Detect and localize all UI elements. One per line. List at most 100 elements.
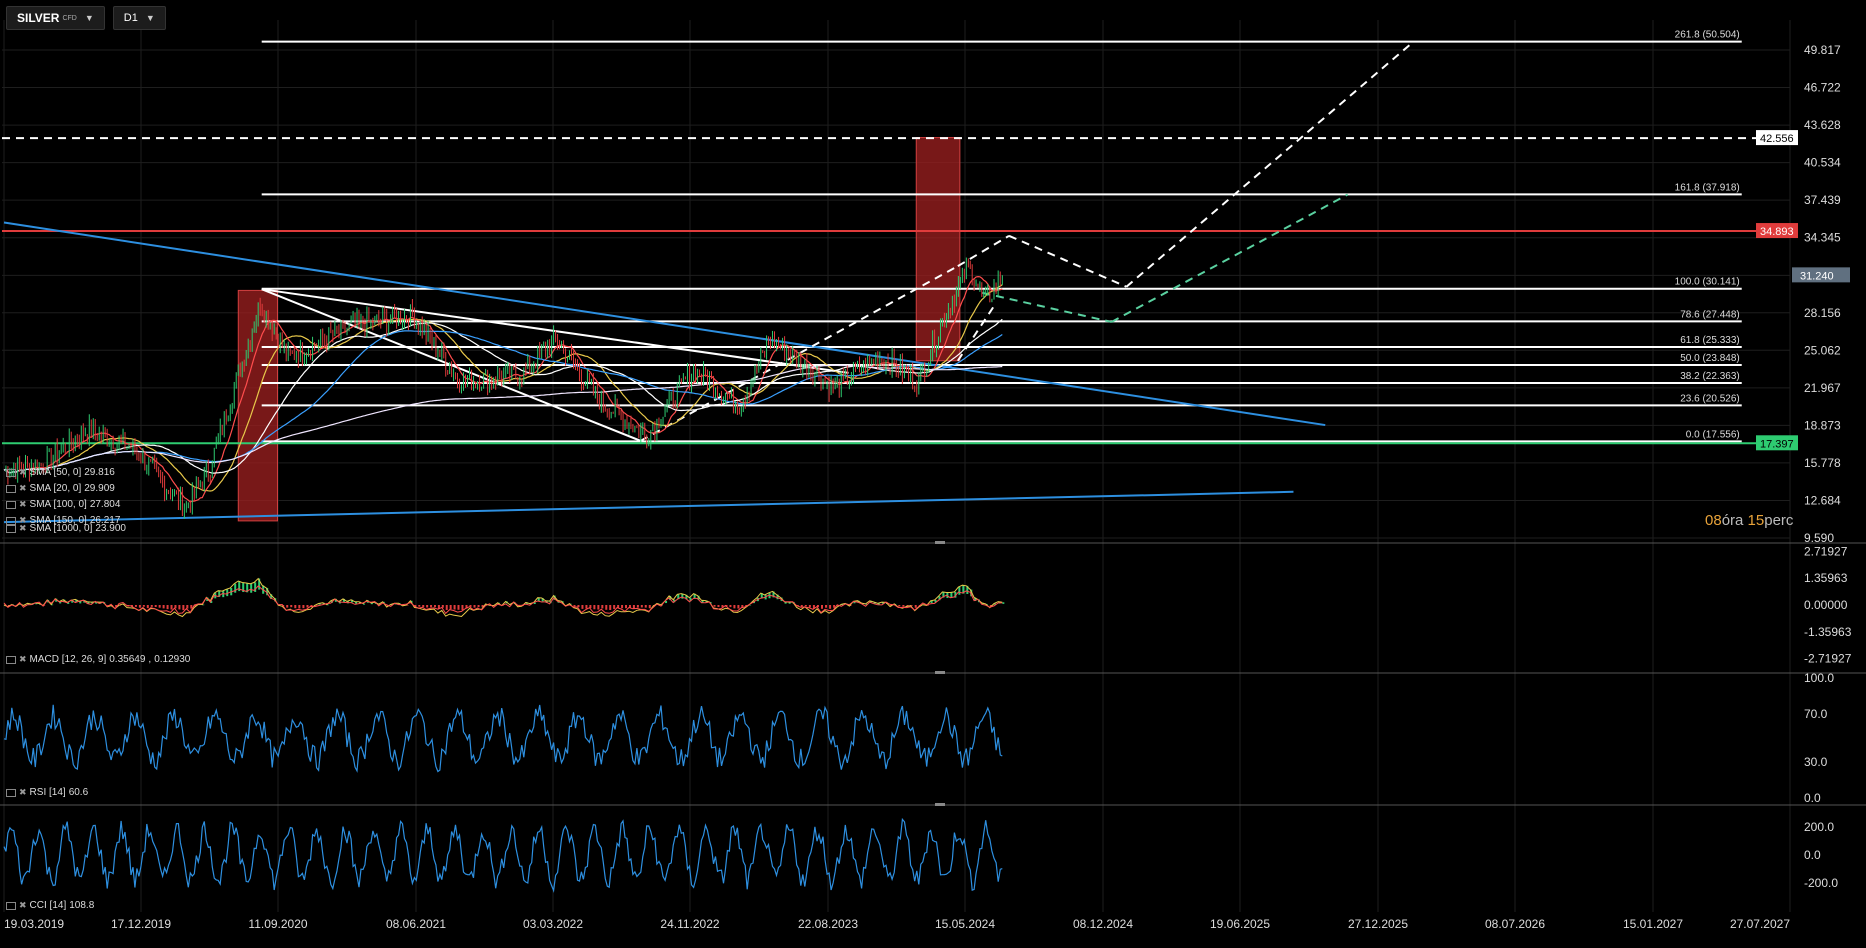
- sma-legend-20[interactable]: ✖ SMA [20, 0] 29.909: [6, 483, 115, 494]
- date-axis-tick: 15.05.2024: [935, 917, 995, 931]
- settings-icon[interactable]: [6, 788, 16, 797]
- macd-bar: [134, 605, 137, 607]
- sma-legend-150[interactable]: ✖ SMA [150, 0] 26.217: [6, 515, 120, 526]
- timeframe-selector[interactable]: D1 ▼: [112, 6, 166, 30]
- macd-bar: [942, 591, 945, 598]
- macd-bar: [881, 602, 884, 604]
- macd-bar: [91, 602, 94, 604]
- macd-bar: [254, 582, 257, 592]
- macd-bar: [537, 597, 540, 602]
- macd-bar: [717, 605, 720, 607]
- settings-icon[interactable]: [6, 524, 16, 533]
- price-axis-tick: 46.722: [1804, 81, 1841, 95]
- settings-icon[interactable]: [6, 516, 16, 525]
- macd-bar: [294, 605, 297, 609]
- macd-bar: [351, 599, 354, 603]
- trendline[interactable]: [3, 221, 1326, 427]
- macd-bar: [71, 600, 74, 603]
- panel-resize-handle[interactable]: [935, 671, 945, 674]
- macd-bar: [648, 605, 651, 609]
- close-icon[interactable]: ✖: [19, 499, 27, 509]
- macd-bar: [605, 605, 608, 610]
- macd-bar: [625, 605, 628, 609]
- date-axis-tick: 08.07.2026: [1485, 917, 1545, 931]
- macd-bar: [772, 591, 775, 598]
- date-axis-tick: 17.12.2019: [111, 917, 171, 931]
- clock-minutes: 15: [1747, 512, 1765, 529]
- sma-legend-100[interactable]: ✖ SMA [100, 0] 27.804: [6, 499, 120, 510]
- trendline[interactable]: [640, 265, 959, 442]
- cci-legend[interactable]: ✖ CCI [14] 108.8: [6, 900, 94, 911]
- trendline[interactable]: [1125, 40, 1415, 288]
- macd-bar: [673, 599, 676, 603]
- macd-bar: [677, 594, 680, 600]
- fib-level-label: 23.6 (20.526): [1680, 393, 1740, 404]
- macd-bar: [270, 594, 273, 600]
- macd-bar: [601, 605, 604, 609]
- sma-label: SMA [50, 0]: [29, 467, 82, 478]
- macd-bar: [449, 605, 452, 610]
- symbol-selector[interactable]: SILVER CFD ▼: [6, 6, 105, 30]
- macd-bar: [681, 593, 684, 599]
- trendline[interactable]: [982, 291, 1112, 323]
- macd-bar: [966, 585, 969, 594]
- sma-label: SMA [1000, 0]: [29, 523, 93, 534]
- close-icon[interactable]: ✖: [19, 654, 27, 664]
- macd-bar: [693, 593, 696, 599]
- panel-resize-handle[interactable]: [935, 541, 945, 544]
- date-axis-tick: 08.12.2024: [1073, 917, 1133, 931]
- macd-bar: [35, 602, 38, 605]
- close-icon[interactable]: ✖: [19, 467, 27, 477]
- macd-bar: [453, 605, 456, 610]
- macd-bar: [585, 605, 588, 609]
- close-icon[interactable]: ✖: [19, 787, 27, 797]
- macd-bar: [302, 605, 305, 609]
- trendline[interactable]: [1008, 234, 1127, 288]
- macd-bar: [306, 605, 309, 608]
- macd-bar: [166, 605, 169, 610]
- macd-legend[interactable]: ✖ MACD [12, 26, 9] 0.35649, 0.12930: [6, 654, 190, 665]
- macd-bar: [170, 605, 173, 610]
- macd-bar: [469, 605, 472, 607]
- macd-bar: [970, 589, 973, 597]
- price-axis-tick: 28.156: [1804, 306, 1841, 320]
- settings-icon[interactable]: [6, 655, 16, 664]
- macd-bar: [808, 605, 811, 608]
- macd-bar: [1002, 602, 1005, 604]
- macd-bar: [457, 605, 460, 610]
- macd-bar: [906, 605, 909, 607]
- macd-bar: [669, 595, 672, 601]
- trendline[interactable]: [957, 234, 1010, 268]
- rsi-legend[interactable]: ✖ RSI [14] 60.6: [6, 787, 88, 798]
- panel-resize-handle[interactable]: [935, 803, 945, 806]
- macd-bar: [800, 605, 803, 608]
- settings-icon[interactable]: [6, 901, 16, 910]
- rsi-axis-tick: 30.0: [1804, 755, 1828, 769]
- trendline[interactable]: [3, 490, 1294, 524]
- trendline[interactable]: [1111, 193, 1349, 323]
- macd-bar: [158, 605, 161, 608]
- close-icon[interactable]: ✖: [19, 483, 27, 493]
- close-icon[interactable]: ✖: [19, 900, 27, 910]
- close-icon[interactable]: ✖: [19, 523, 27, 533]
- trendline[interactable]: [956, 301, 998, 362]
- sma-legend-1000[interactable]: ✖ SMA [1000, 0] 23.900: [6, 523, 126, 534]
- price-axis-tick: 21.967: [1804, 381, 1841, 395]
- settings-icon[interactable]: [6, 484, 16, 493]
- date-axis-tick: 19.03.2019: [4, 917, 64, 931]
- macd-bar: [632, 605, 635, 609]
- price-axis-tick: 12.684: [1804, 493, 1841, 507]
- sma-line: [3, 318, 1003, 474]
- settings-icon[interactable]: [6, 500, 16, 509]
- macd-bar: [210, 600, 213, 603]
- sma-legend-50[interactable]: ✖ SMA [50, 0] 29.816: [6, 467, 115, 478]
- macd-bar: [95, 601, 98, 604]
- highlight-box[interactable]: [915, 137, 961, 362]
- settings-icon[interactable]: [6, 468, 16, 477]
- close-icon[interactable]: ✖: [19, 515, 27, 525]
- rsi-line: [3, 704, 1003, 773]
- macd-bar: [461, 605, 464, 611]
- price-axis-tick: 9.590: [1804, 531, 1834, 545]
- macd-bar: [190, 605, 193, 609]
